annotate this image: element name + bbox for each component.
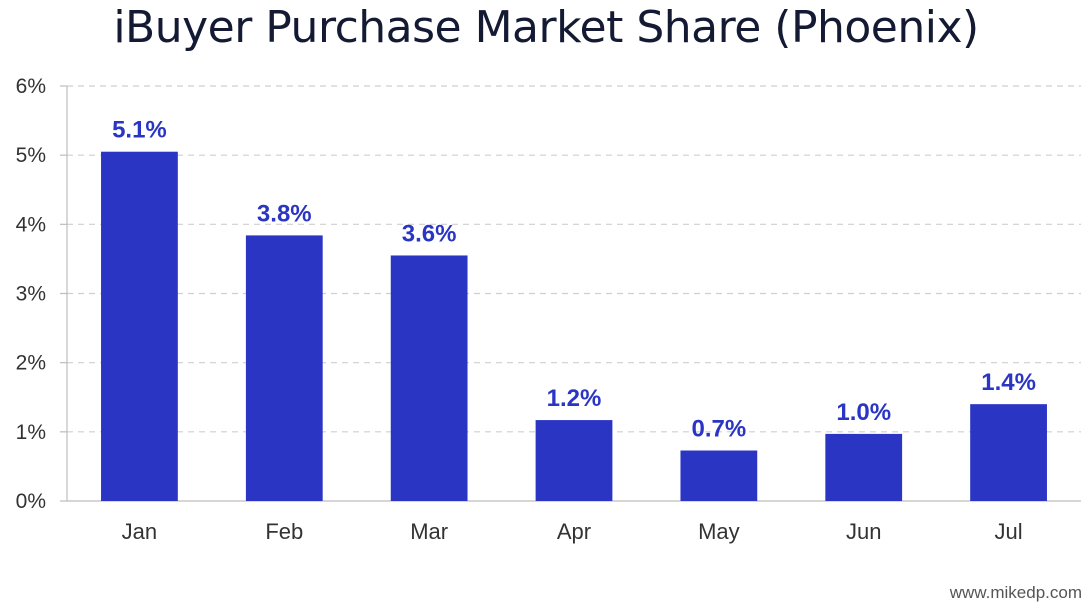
x-axis-tick-label: Feb [265, 519, 303, 544]
data-label-feb: 3.8% [257, 200, 312, 227]
bar-feb [245, 235, 323, 501]
data-label-apr: 1.2% [547, 385, 602, 412]
y-axis-tick-label: 1% [16, 421, 46, 444]
chart-title: iBuyer Purchase Market Share (Phoenix) [113, 2, 979, 53]
data-label-jun: 1.0% [836, 399, 891, 426]
bar-mar [390, 255, 468, 501]
x-axis-tick-label: Jun [846, 519, 881, 544]
x-axis-tick-labels: Jan Feb Mar Apr May Jun Jul [122, 519, 1023, 544]
gridlines [67, 85, 1081, 433]
data-labels: 5.1% 3.8% 3.6% 1.2% 0.7% 1.0% 1.4% [112, 117, 1036, 443]
bar-jun [825, 433, 903, 501]
bar-jan [101, 151, 178, 502]
data-label-jan: 5.1% [112, 117, 167, 144]
y-axis-tick-label: 3% [16, 283, 46, 306]
y-axis-tick-label: 0% [16, 490, 46, 513]
bar-may [680, 450, 758, 501]
x-axis-tick-label: Mar [410, 519, 448, 544]
data-label-jul: 1.4% [981, 369, 1036, 396]
x-axis-tick-label: May [698, 519, 740, 544]
data-label-may: 0.7% [692, 416, 747, 443]
source-credit: www.mikedp.com [949, 583, 1082, 602]
x-axis-tick-label: Apr [557, 519, 591, 544]
bar-jul [970, 404, 1047, 501]
y-axis-tick-label: 4% [16, 213, 46, 236]
bar-apr [535, 420, 613, 501]
y-axis-tick-label: 5% [16, 144, 46, 167]
data-label-mar: 3.6% [402, 220, 457, 247]
bars [101, 151, 1047, 502]
x-axis-tick-label: Jan [122, 519, 157, 544]
y-axis-tick-labels: 0% 1% 2% 3% 4% 5% 6% [16, 75, 46, 513]
y-axis-tick-label: 2% [16, 352, 46, 375]
x-axis-tick-label: Jul [995, 519, 1023, 544]
y-axis-tick-label: 6% [16, 75, 46, 98]
